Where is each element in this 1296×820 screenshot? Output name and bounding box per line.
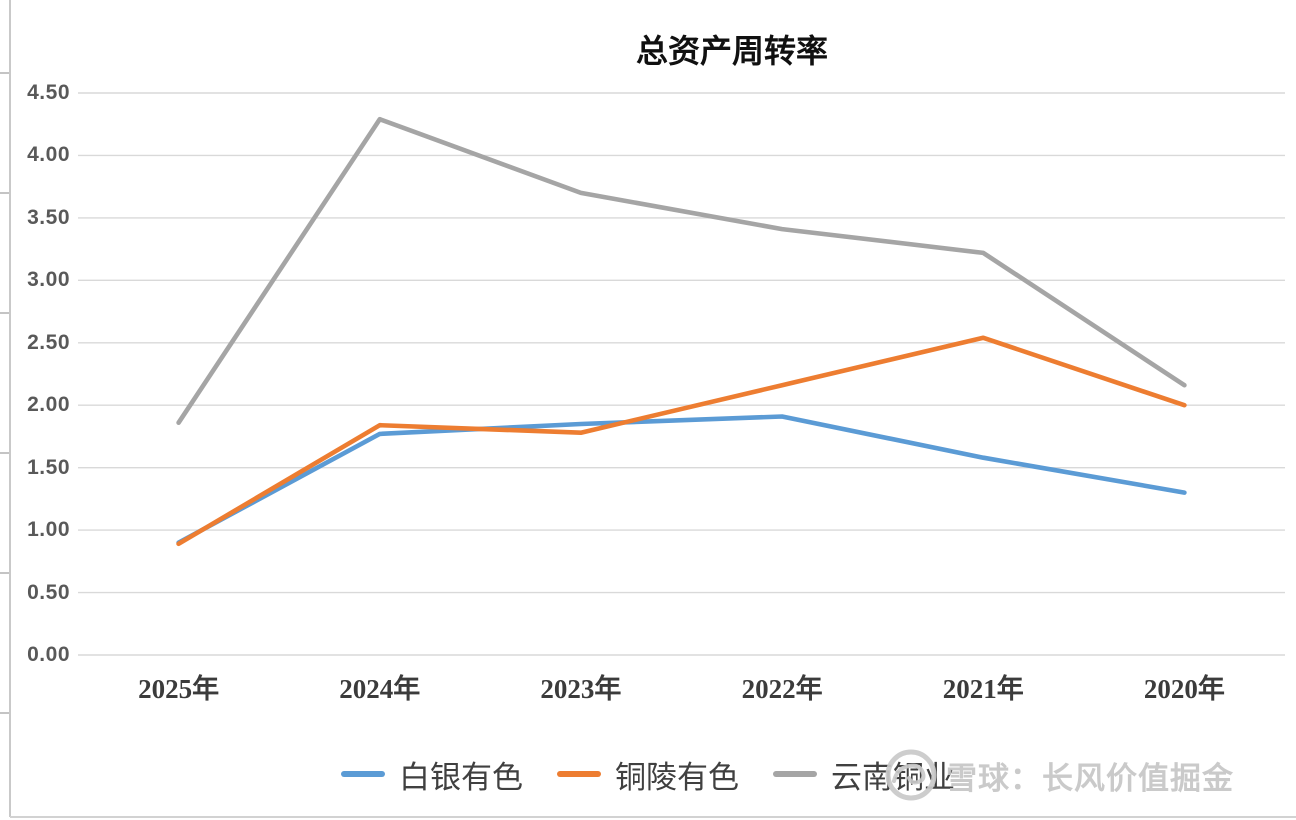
legend-swatch xyxy=(557,771,601,777)
x-tick-label: 2020年 xyxy=(1143,674,1225,704)
x-tick-label: 2025年 xyxy=(138,674,220,704)
series-line-铜陵有色 xyxy=(176,335,1187,547)
chart-legend: 白银有色 铜陵有色 云南铜业 xyxy=(0,750,1296,798)
chart-title: 总资产周转率 xyxy=(635,33,829,69)
legend-label: 云南铜业 xyxy=(831,759,955,795)
series-line-白银有色 xyxy=(176,414,1187,545)
y-tick-label: 4.50 xyxy=(27,81,70,104)
legend-swatch xyxy=(773,771,817,777)
legend-item-白银有色: 白银有色 xyxy=(341,752,523,797)
x-tick-label: 2023年 xyxy=(540,674,622,704)
plot-area xyxy=(78,92,1285,656)
y-tick-label: 4.00 xyxy=(27,143,70,167)
y-tick-label: 0.50 xyxy=(27,580,70,604)
y-tick-label: 3.00 xyxy=(27,268,70,292)
y-tick-label: 3.50 xyxy=(27,205,70,229)
edge-tick-artifact xyxy=(0,712,9,714)
legend-label: 铜陵有色 xyxy=(615,759,739,795)
y-tick-label: 0.00 xyxy=(27,643,70,666)
edge-tick-artifact xyxy=(0,312,9,314)
legend-label: 白银有色 xyxy=(399,759,523,795)
legend-swatch xyxy=(341,771,385,777)
bottom-edge-line xyxy=(10,816,1296,818)
y-tick-label: 1.50 xyxy=(27,455,70,479)
legend-item-云南铜业: 云南铜业 xyxy=(773,752,955,797)
y-tick-label: 2.50 xyxy=(27,330,70,354)
edge-tick-artifact xyxy=(0,572,9,574)
y-tick-label: 2.00 xyxy=(27,393,70,417)
x-tick-label: 2024年 xyxy=(339,674,421,704)
series-line-云南铜业 xyxy=(176,116,1187,426)
x-tick-label: 2021年 xyxy=(942,674,1024,704)
edge-tick-artifact xyxy=(0,192,9,194)
x-tick-label: 2022年 xyxy=(741,674,823,704)
plot-svg xyxy=(78,92,1285,656)
edge-tick-artifact xyxy=(0,452,9,454)
y-tick-label: 1.00 xyxy=(27,518,70,542)
left-edge-line xyxy=(9,0,11,817)
edge-tick-artifact xyxy=(0,72,9,74)
legend-item-铜陵有色: 铜陵有色 xyxy=(557,752,739,797)
